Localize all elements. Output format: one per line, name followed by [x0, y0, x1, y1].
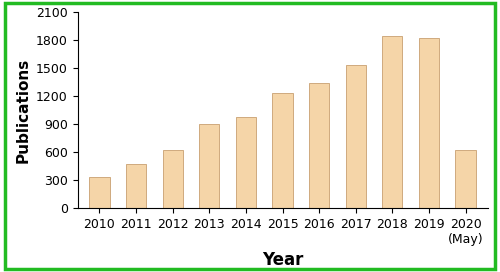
- Bar: [236, 117, 256, 208]
- Bar: [162, 150, 182, 208]
- Bar: [309, 83, 329, 208]
- Bar: [272, 93, 292, 208]
- Bar: [456, 150, 475, 208]
- Y-axis label: Publications: Publications: [16, 58, 30, 163]
- Bar: [90, 177, 110, 208]
- Bar: [382, 36, 402, 208]
- Bar: [419, 38, 439, 208]
- Bar: [126, 164, 146, 208]
- Bar: [199, 124, 220, 208]
- Bar: [346, 65, 366, 208]
- X-axis label: Year: Year: [262, 251, 303, 269]
